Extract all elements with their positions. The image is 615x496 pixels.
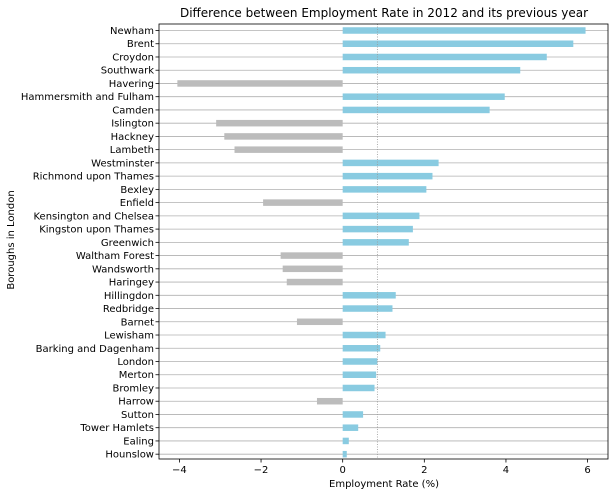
bar xyxy=(342,225,413,233)
y-tick-label: Richmond upon Thames xyxy=(33,172,154,183)
y-tick-label: Bromley xyxy=(113,383,155,394)
x-tick-label: 4 xyxy=(503,465,509,476)
x-tick-label: −4 xyxy=(172,465,187,476)
y-tick-label: Lambeth xyxy=(110,145,154,156)
y-tick-label: Wandsworth xyxy=(92,264,154,275)
y-tick-label: Waltham Forest xyxy=(76,251,154,262)
bar xyxy=(342,106,490,114)
bar xyxy=(342,292,396,299)
bar xyxy=(342,239,409,246)
y-tick-label: Haringey xyxy=(109,278,154,289)
y-tick-label: Hackney xyxy=(111,132,154,143)
chart-title: Difference between Employment Rate in 20… xyxy=(180,6,588,20)
x-tick-label: −2 xyxy=(254,465,269,476)
bars xyxy=(177,27,586,458)
bar xyxy=(342,358,378,365)
bar xyxy=(342,27,586,34)
bar xyxy=(342,384,375,392)
y-tick-label: Brent xyxy=(127,39,154,50)
bar xyxy=(342,331,386,339)
y-tick-label: Hammersmith and Fulham xyxy=(21,92,154,103)
y-tick-label: Enfield xyxy=(120,198,154,209)
y-tick-label: Hounslow xyxy=(105,450,154,461)
x-tick-label: 2 xyxy=(421,465,427,476)
y-tick-label: Tower Hamlets xyxy=(79,423,154,434)
y-tick-label: Greenwich xyxy=(101,238,154,249)
bar xyxy=(342,93,505,100)
bar xyxy=(224,133,343,140)
y-tick-label: Barnet xyxy=(121,317,154,328)
x-tick-label: 6 xyxy=(584,465,590,476)
y-tick-label: Sutton xyxy=(121,410,154,421)
y-tick-label: Ealing xyxy=(123,436,154,447)
bar xyxy=(342,305,393,312)
y-tick-label: Bexley xyxy=(120,185,154,196)
bar xyxy=(296,318,343,326)
y-tick-label: Southwark xyxy=(101,66,154,77)
bar xyxy=(342,40,574,47)
y-tick-label: Newham xyxy=(110,26,154,37)
y-tick-label: London xyxy=(117,357,154,368)
bar xyxy=(342,371,377,378)
y-tick-label: Camden xyxy=(112,105,154,116)
bar xyxy=(342,345,381,352)
bar xyxy=(342,53,547,61)
y-axis-label: Boroughs in London xyxy=(6,190,17,289)
bar xyxy=(216,119,343,127)
y-axis-ticks: Newham Brent Croydon Southwark Havering Hamme… xyxy=(21,26,159,461)
y-tick-label: Harrow xyxy=(118,397,154,408)
y-tick-label: Lewisham xyxy=(104,331,154,342)
x-axis-ticks: −4 −2 0 2 4 6 xyxy=(172,459,591,476)
bar xyxy=(342,411,364,418)
bar xyxy=(342,437,349,445)
y-tick-label: Redbridge xyxy=(103,304,154,315)
plot-frame xyxy=(158,23,609,460)
x-tick-label: 0 xyxy=(339,465,345,476)
y-tick-label: Hillingdon xyxy=(104,291,154,302)
y-tick-label: Islington xyxy=(111,119,154,130)
y-tick-label: Westminster xyxy=(91,158,155,169)
bar xyxy=(263,199,343,206)
y-tick-label: Kensington and Chelsea xyxy=(33,211,154,222)
y-tick-label: Merton xyxy=(119,370,154,381)
y-tick-label: Croydon xyxy=(112,52,154,63)
x-axis-label: Employment Rate (%) xyxy=(329,479,439,490)
bar xyxy=(280,252,343,259)
bar xyxy=(342,450,347,458)
plot-area xyxy=(158,23,609,460)
bar xyxy=(316,397,343,405)
bar xyxy=(286,278,343,286)
y-tick-label: Kingston upon Thames xyxy=(39,225,154,236)
y-tick-label: Havering xyxy=(109,79,154,90)
bar xyxy=(342,66,521,74)
bar xyxy=(342,172,433,180)
bar xyxy=(342,424,359,431)
bar xyxy=(177,80,343,87)
y-tick-label: Barking and Dagenham xyxy=(36,344,154,355)
bar xyxy=(342,212,420,220)
bar xyxy=(342,186,427,193)
bar xyxy=(342,159,439,167)
bar xyxy=(234,146,343,153)
bar xyxy=(282,265,343,273)
